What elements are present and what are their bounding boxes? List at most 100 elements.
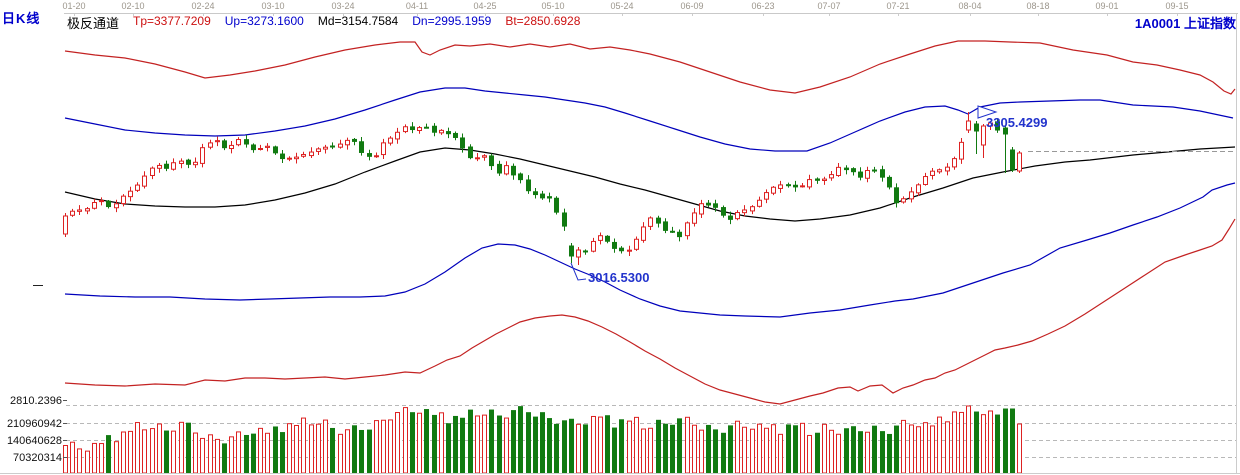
x-axis-date: 05-24 <box>610 1 634 11</box>
volume-bar <box>728 425 733 474</box>
candle-body <box>995 121 1000 131</box>
high-price-annotation: 3305.4299 <box>986 115 1047 130</box>
volume-bar <box>872 425 877 474</box>
volume-bar <box>99 443 104 474</box>
candle-body <box>641 226 646 241</box>
candle-body <box>482 155 487 158</box>
volume-bar <box>554 423 559 474</box>
candle-body <box>179 160 184 164</box>
volume-bar <box>1010 408 1015 474</box>
volume-bar <box>301 417 306 474</box>
x-axis-date: 06-23 <box>751 1 775 11</box>
indicator-name[interactable]: 极反通道 <box>67 16 120 31</box>
candle-body <box>735 212 740 220</box>
candle-body <box>244 139 249 145</box>
volume-bar <box>800 422 805 474</box>
volume-bar <box>432 414 437 474</box>
volume-bar <box>627 420 632 474</box>
x-axis-date: 06-09 <box>680 1 704 11</box>
volume-bar <box>352 425 357 474</box>
x-axis-date: 03-24 <box>331 1 355 11</box>
volume-bar <box>374 420 379 474</box>
bt-lower-red-line <box>64 218 1236 405</box>
candle-body <box>648 217 653 227</box>
volume-bar <box>114 441 119 474</box>
symbol-label[interactable]: 1A0001 上证指数 <box>1134 16 1236 31</box>
volume-bar <box>511 410 516 474</box>
volume-bar <box>605 415 610 474</box>
volume-bar <box>395 412 400 474</box>
candle-body <box>952 158 957 168</box>
volume-bar <box>229 436 234 474</box>
candle-body <box>591 240 596 252</box>
volume-bar <box>121 431 126 474</box>
candle-body <box>460 137 465 149</box>
high-flag-marker-icon <box>977 105 998 119</box>
volume-bar <box>280 432 285 474</box>
volume-bar <box>742 426 747 474</box>
volume-bar <box>410 412 415 474</box>
candle-body <box>150 167 155 176</box>
candle-body <box>511 165 516 176</box>
volume-bar <box>974 411 979 474</box>
volume-bar <box>721 432 726 474</box>
volume-bar <box>468 409 473 474</box>
candle-body <box>352 138 357 142</box>
candle-body <box>345 139 350 146</box>
candle-body <box>663 221 668 231</box>
volume-bar <box>504 417 509 474</box>
candle-body <box>323 146 328 150</box>
volume-bar <box>128 430 133 474</box>
volume-bar <box>670 424 675 474</box>
volume-bar <box>771 424 776 474</box>
volume-bar <box>612 427 617 474</box>
volume-bar <box>591 415 596 474</box>
candle-body <box>822 178 827 181</box>
volume-bar <box>526 412 531 474</box>
x-axis-date: 03-10 <box>261 1 285 11</box>
candle-body <box>359 141 364 153</box>
candle-body <box>309 151 314 157</box>
volume-bar <box>338 433 343 474</box>
volume-bar <box>193 432 198 474</box>
indicator-value: Dn=2995.1959 <box>412 14 492 28</box>
x-axis-date: 07-07 <box>817 1 841 11</box>
volume-bar <box>981 414 986 474</box>
candle-body <box>721 207 726 216</box>
candle-body <box>836 166 841 177</box>
candle-body <box>872 169 877 172</box>
volume-bar <box>251 433 256 474</box>
volume-bar <box>916 426 921 474</box>
candle-body <box>208 142 213 148</box>
volume-bar <box>952 411 957 474</box>
candle-body <box>771 186 776 194</box>
candle-body <box>70 210 75 216</box>
candle-body <box>63 215 68 235</box>
indicator-value: Tp=3377.7209 <box>133 14 211 28</box>
indicator-values: Tp=3377.7209 Up=3273.1600 Md=3154.7584 Dn=2… <box>133 14 594 28</box>
candle-body <box>583 250 588 253</box>
volume-bar <box>171 430 176 474</box>
volume-bar <box>641 428 646 474</box>
candle-body <box>374 155 379 158</box>
volume-bar <box>265 432 270 474</box>
volume-bar <box>540 412 545 474</box>
volume-bar <box>70 441 75 474</box>
volume-bar <box>106 435 111 474</box>
volume-bar <box>677 418 682 474</box>
x-axis-date: 09-15 <box>1165 1 1189 11</box>
x-axis-date: 08-04 <box>958 1 982 11</box>
candle-body <box>699 203 704 215</box>
volume-bar <box>988 410 993 474</box>
volume-bar <box>648 427 653 474</box>
volume-bar <box>294 424 299 474</box>
candle-body <box>128 190 133 198</box>
candle-body <box>815 178 820 181</box>
x-axis-date: 02-10 <box>121 1 145 11</box>
up-upper-blue-line <box>64 87 1234 152</box>
candle-body <box>677 231 682 238</box>
candle-body <box>764 192 769 200</box>
volume-bar <box>735 420 740 474</box>
volume-bar <box>92 442 97 474</box>
